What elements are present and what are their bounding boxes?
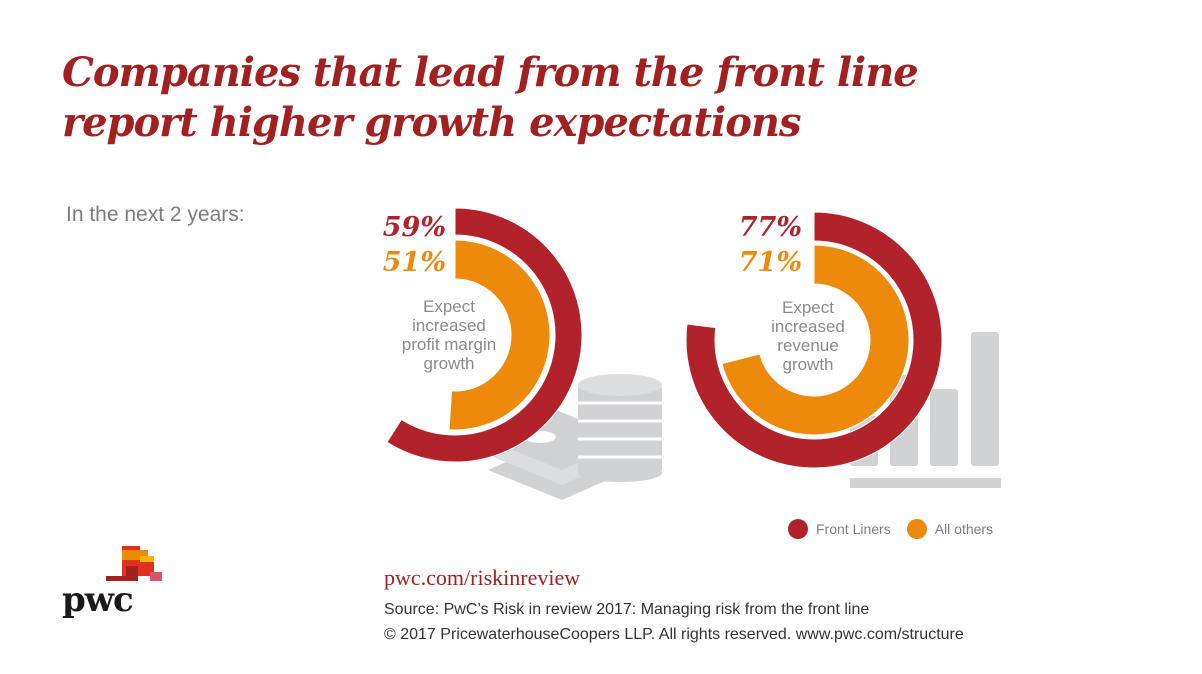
- legend-item-all-others: All others: [906, 519, 994, 539]
- data-label-all-others: 51%: [383, 247, 446, 278]
- legend-label-all-others: All others: [934, 521, 994, 537]
- icon-bar-4: [971, 332, 999, 466]
- donut-arc-all-others: [448, 239, 551, 431]
- title-line-2: report higher growth expectations: [62, 99, 801, 146]
- donut-arc-all-others: [721, 244, 910, 436]
- donut-center-label-line: revenue: [777, 336, 838, 355]
- legend-item-front-liners: Front Liners: [788, 519, 891, 539]
- pwc-logo-mark: [106, 546, 162, 581]
- legend-swatch-all-others: [906, 519, 927, 539]
- donut-center-label-line: increased: [771, 317, 845, 336]
- icon-baseline: [850, 478, 1001, 488]
- pwc-logo-text: pwc: [62, 580, 134, 620]
- data-label-front-liners: 59%: [383, 212, 446, 243]
- footer-url-link[interactable]: pwc.com/riskinreview: [384, 565, 581, 590]
- legend-swatch-front-liners: [788, 519, 808, 539]
- title-line-1: Companies that lead from the front line: [62, 49, 919, 96]
- subtitle: In the next 2 years:: [66, 203, 245, 226]
- footer-source: Source: PwC’s Risk in review 2017: Manag…: [384, 601, 870, 618]
- page-title: Companies that lead from the front line …: [62, 48, 919, 148]
- data-label-all-others: 71%: [739, 247, 802, 278]
- donut-center-label-line: Expect: [423, 297, 475, 316]
- donut-center-label-line: increased: [412, 316, 486, 335]
- legend-label-front-liners: Front Liners: [816, 521, 891, 537]
- donut-center-label-line: Expect: [782, 298, 834, 317]
- footer-copyright: © 2017 PricewaterhouseCoopers LLP. All r…: [384, 626, 964, 643]
- legend: Front Liners All others: [788, 519, 1009, 539]
- donut-arc-front-liners: [685, 211, 943, 469]
- donut-center-label-line: growth: [782, 355, 833, 374]
- icon-bar-3: [930, 389, 958, 466]
- donut-center-label-line: growth: [423, 354, 474, 373]
- coin-stack: [578, 374, 662, 482]
- donut-center-label-line: profit margin: [402, 335, 496, 354]
- data-label-front-liners: 77%: [739, 212, 802, 243]
- donut-arc-front-liners: [386, 207, 583, 463]
